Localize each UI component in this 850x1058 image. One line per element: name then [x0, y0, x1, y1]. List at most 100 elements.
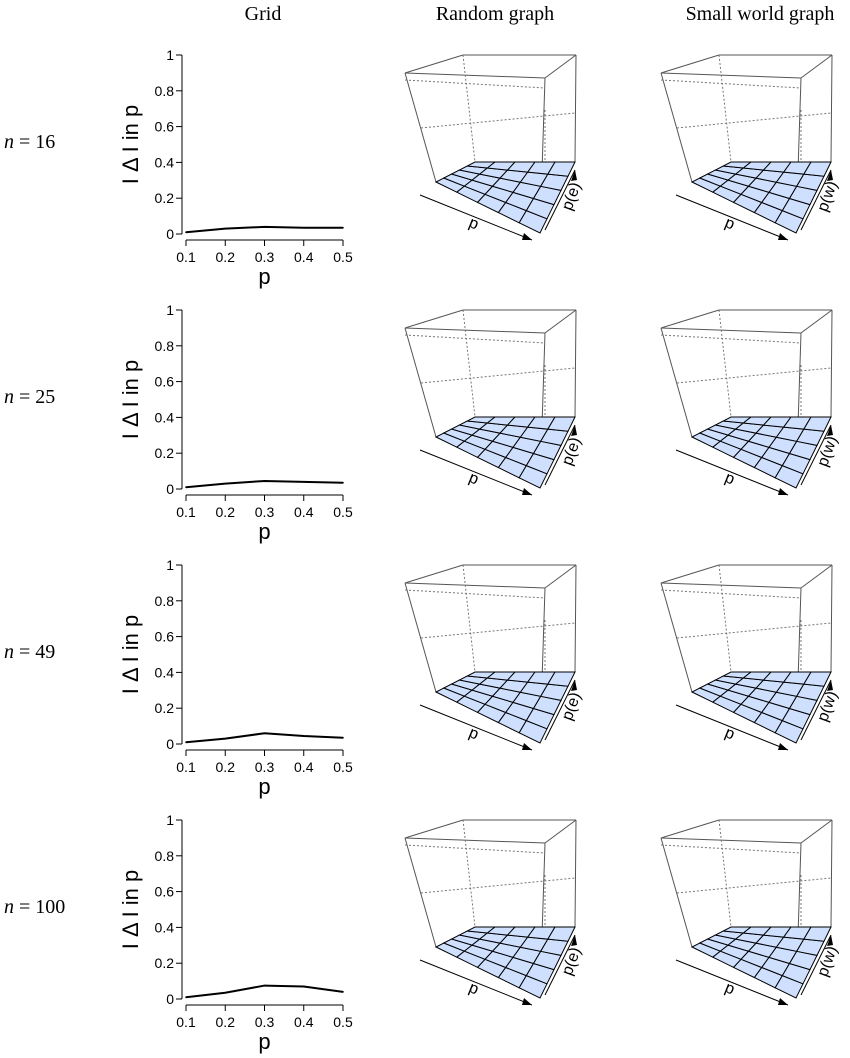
- smallworld-persp-plot: pp(w): [660, 309, 841, 496]
- box-mid-line: [420, 877, 576, 894]
- x-axis-arrow: [419, 704, 533, 751]
- series-point: [185, 486, 187, 489]
- box-edge: [660, 54, 720, 74]
- figure-row: n = 16 0 0.2 0.4 0.6 0.8 1 0.1 0.2 0.3 0.4 0.5 p I Δ …: [4, 47, 841, 289]
- series-point: [263, 226, 266, 228]
- y-tick-label: 0.6: [155, 629, 175, 645]
- y-axis-arrow: [800, 424, 832, 486]
- y-axis-arrow: [800, 934, 832, 996]
- y-tick-label: 0: [166, 481, 174, 497]
- y-axis-title: I Δ I in p: [118, 870, 143, 950]
- box-mid-line: [676, 367, 832, 384]
- surface-cell: [803, 416, 832, 432]
- box-edge: [660, 327, 802, 334]
- y-tick-label: 0.4: [155, 154, 175, 170]
- box-edge: [574, 309, 577, 418]
- box-edge: [830, 819, 833, 928]
- box-edge: [830, 564, 833, 673]
- column-title-smallworld: Small world graph: [686, 3, 835, 25]
- row-label-eq: = 25: [14, 386, 55, 408]
- series-point: [302, 985, 305, 988]
- box-edge: [404, 327, 437, 438]
- row-label-var: n: [4, 131, 14, 153]
- box-hidden-edge: [718, 819, 732, 928]
- box-hidden-edge: [718, 309, 732, 418]
- box-edge: [404, 54, 464, 74]
- series-point: [302, 735, 305, 737]
- figure-row: n = 100 0 0.2 0.4 0.6 0.8 1 0.1 0.2 0.3 0.4 0.5 p I Δ…: [4, 812, 841, 1054]
- random-persp-plot: pp(e): [404, 819, 585, 1006]
- y-tick-label: 0.2: [155, 190, 175, 206]
- y-tick-label: 0.2: [155, 955, 175, 971]
- box-mid-line: [660, 844, 802, 854]
- arrow-head: [571, 425, 577, 436]
- series-point: [342, 481, 344, 484]
- box-edge: [800, 819, 833, 844]
- grid-series-line: [185, 225, 343, 234]
- row-label: n = 25: [4, 386, 55, 408]
- grid-series-line: [185, 984, 344, 999]
- arrow-head: [571, 680, 577, 691]
- row-label-var: n: [4, 641, 14, 663]
- series-point: [185, 741, 187, 744]
- series-point: [224, 737, 227, 740]
- box-edge: [404, 72, 437, 183]
- y-tick-label: 0.8: [155, 593, 175, 609]
- box-mid-line: [420, 622, 576, 639]
- x-axis-arrow: [419, 194, 533, 241]
- y-tick-label: 1: [166, 557, 174, 573]
- smallworld-persp-plot: pp(w): [660, 54, 841, 241]
- arrow-head: [522, 743, 532, 750]
- box-edge: [404, 582, 546, 589]
- x-tick-label: 0.1: [176, 249, 196, 265]
- x-axis-arrow: [675, 194, 789, 241]
- arrow-head: [571, 170, 577, 181]
- y-tick-label: 0: [166, 226, 174, 242]
- box-mid-line: [404, 79, 546, 89]
- y-axis-title: I Δ I in p: [118, 360, 143, 440]
- box-edge: [800, 54, 833, 79]
- arrow-head: [571, 935, 577, 946]
- column-title-random: Random graph: [436, 3, 554, 25]
- box-edge: [544, 54, 577, 79]
- y-axis-arrow: [544, 679, 576, 741]
- x-tick-label: 0.3: [255, 1014, 275, 1030]
- y-tick-label: 0.2: [155, 700, 175, 716]
- y-axis-arrow: [544, 169, 576, 231]
- box-edge: [404, 837, 546, 844]
- box-edge: [404, 309, 464, 329]
- x-axis-arrow: [675, 449, 789, 496]
- box-edge: [660, 72, 802, 79]
- box-edge: [830, 309, 833, 418]
- box-mid-line: [660, 79, 802, 89]
- grid-series-line: [185, 732, 344, 744]
- box-edge: [660, 837, 802, 844]
- box-edge: [404, 72, 546, 79]
- row-label-var: n: [4, 386, 14, 408]
- box-edge: [574, 54, 577, 163]
- row-label: n = 49: [4, 641, 55, 663]
- x-axis-arrow: [419, 959, 533, 1006]
- y-tick-label: 0: [166, 736, 174, 752]
- y-axis-title: I Δ I in p: [118, 615, 143, 695]
- y-tick-label: 1: [166, 302, 174, 318]
- persp-x-label: p: [466, 469, 481, 488]
- y-tick-label: 0.6: [155, 374, 175, 390]
- x-axis-arrow: [419, 449, 533, 496]
- x-axis-title: p: [258, 264, 270, 289]
- box-mid-line: [660, 334, 802, 344]
- panels: n = 16 0 0.2 0.4 0.6 0.8 1 0.1 0.2 0.3 0.4 0.5 p I Δ …: [4, 47, 841, 1054]
- smallworld-persp-plot: pp(w): [660, 564, 841, 751]
- x-tick-label: 0.1: [176, 504, 196, 520]
- surface-cell: [803, 926, 832, 942]
- y-tick-label: 0.6: [155, 119, 175, 135]
- x-axis-title: p: [258, 519, 270, 544]
- box-mid-line: [676, 622, 832, 639]
- random-persp-plot: pp(e): [404, 564, 585, 751]
- arrow-head: [827, 425, 833, 436]
- arrow-head: [522, 998, 532, 1005]
- y-tick-label: 0.8: [155, 83, 175, 99]
- x-axis-title: p: [258, 1029, 270, 1054]
- box-edge: [404, 837, 437, 948]
- figure-row: n = 49 0 0.2 0.4 0.6 0.8 1 0.1 0.2 0.3 0.4 0.5 p I Δ …: [4, 557, 841, 799]
